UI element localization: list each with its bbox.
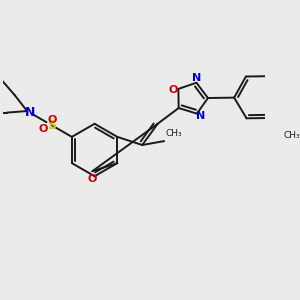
Text: O: O (88, 174, 97, 184)
Text: S: S (47, 118, 56, 132)
Text: O: O (169, 85, 178, 95)
Text: O: O (48, 115, 57, 125)
Text: N: N (196, 111, 206, 121)
Text: O: O (39, 124, 48, 134)
Text: N: N (25, 106, 35, 119)
Text: N: N (192, 73, 201, 83)
Text: CH₃: CH₃ (166, 129, 182, 138)
Text: CH₃: CH₃ (284, 131, 300, 140)
